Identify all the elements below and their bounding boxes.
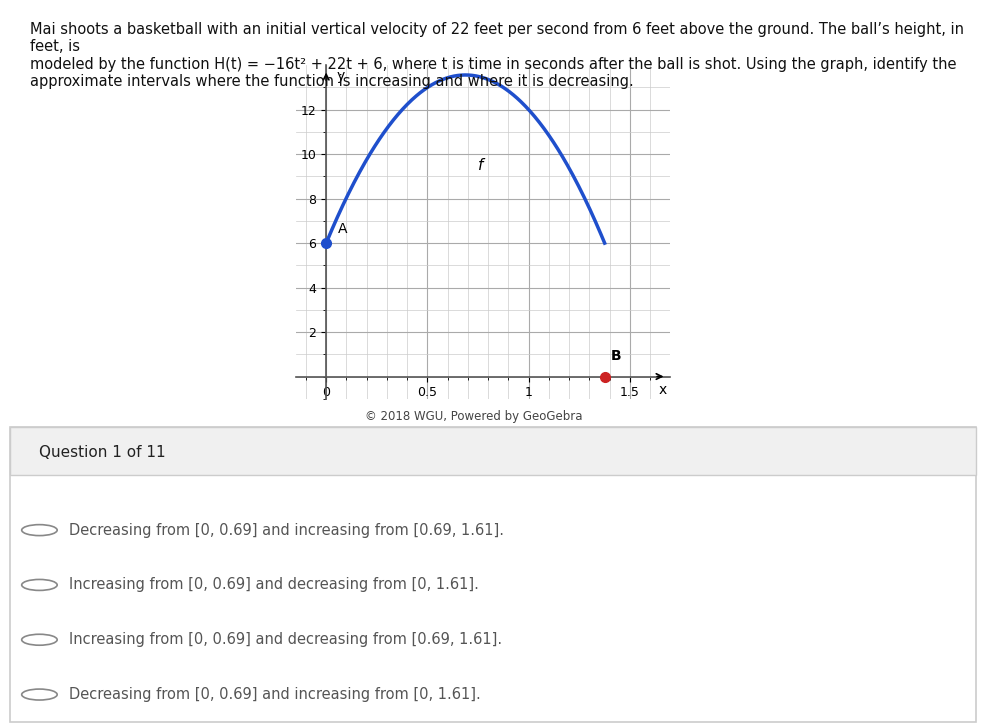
Text: Mai shoots a basketball with an initial vertical velocity of 22 feet per second : Mai shoots a basketball with an initial …: [30, 22, 963, 89]
Text: y: y: [336, 70, 344, 83]
Text: Increasing from [0, 0.69] and decreasing from [0, 1.61].: Increasing from [0, 0.69] and decreasing…: [69, 577, 479, 592]
Text: Decreasing from [0, 0.69] and increasing from [0, 1.61].: Decreasing from [0, 0.69] and increasing…: [69, 687, 481, 702]
Text: Increasing from [0, 0.69] and decreasing from [0.69, 1.61].: Increasing from [0, 0.69] and decreasing…: [69, 632, 502, 647]
FancyBboxPatch shape: [10, 426, 976, 722]
Text: © 2018 WGU, Powered by GeoGebra: © 2018 WGU, Powered by GeoGebra: [365, 410, 582, 423]
Text: Decreasing from [0, 0.69] and increasing from [0.69, 1.61].: Decreasing from [0, 0.69] and increasing…: [69, 523, 504, 538]
FancyBboxPatch shape: [10, 426, 976, 476]
Text: A: A: [338, 223, 348, 236]
Text: x: x: [659, 383, 667, 397]
Text: Question 1 of 11: Question 1 of 11: [39, 445, 166, 460]
Text: B: B: [610, 349, 621, 363]
Text: f: f: [478, 158, 483, 173]
